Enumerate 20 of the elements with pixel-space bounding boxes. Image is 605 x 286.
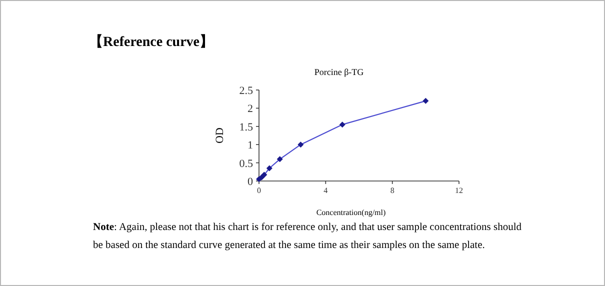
y-tick-label: 0.5 xyxy=(239,158,254,170)
y-tick-label: 1 xyxy=(248,140,253,152)
y-axis-title: OD xyxy=(214,128,226,144)
point xyxy=(276,156,283,162)
x-tick-label: 12 xyxy=(455,186,463,195)
x-tick-label: 8 xyxy=(390,186,394,195)
x-axis-title: Concentration(ng/ml) xyxy=(316,208,386,217)
point xyxy=(422,98,429,104)
point xyxy=(298,142,304,148)
text: Note: Again, please not that his chart is for reference only, and that user sample concentrations should be based on the standard curve generated at the same time as their samples on the same plate. xyxy=(93,221,523,253)
chart-title: 【Reference curve】 xyxy=(89,33,214,51)
chart-subtitle: Porcine β-TG xyxy=(314,67,364,77)
point xyxy=(261,172,268,178)
point xyxy=(266,165,272,172)
y-tick-label: 1.5 xyxy=(239,121,254,134)
y-tick-label: 2 xyxy=(248,103,253,116)
x-tick-label: 0 xyxy=(257,186,261,195)
x-tick-label: 4 xyxy=(324,186,328,195)
point xyxy=(339,122,346,128)
y-tick-label: 2.5 xyxy=(239,85,254,97)
